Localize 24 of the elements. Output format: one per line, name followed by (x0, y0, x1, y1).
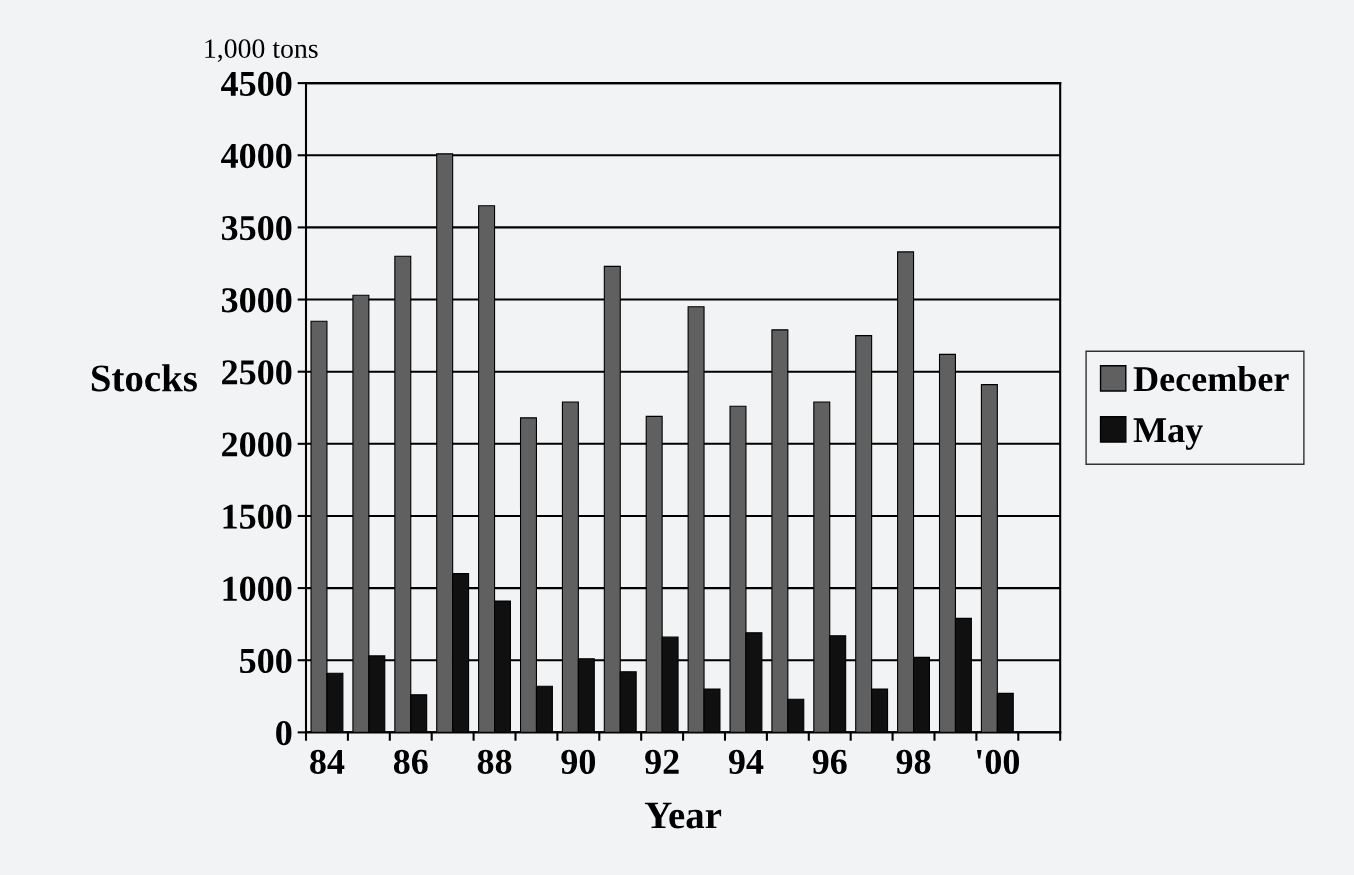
y-tick-label: 4500 (221, 71, 292, 97)
x-tick-label: 90 (561, 749, 596, 775)
legend-label: December (1133, 365, 1289, 392)
y-axis-title: Stocks (91, 364, 197, 392)
x-axis-title: Year (644, 802, 722, 829)
x-tick-label: 94 (728, 749, 764, 775)
x-tick-label: 98 (896, 749, 931, 775)
text: 1,000 tons (205, 39, 318, 62)
y-tick-label: 4000 (221, 143, 292, 169)
legend-label: May (1133, 418, 1203, 450)
x-tick-label: '00 (977, 749, 1020, 775)
y-tick-label: 0 (276, 720, 292, 746)
x-tick-label: 86 (393, 749, 428, 775)
y-tick-label: 1000 (223, 576, 292, 601)
x-tick-label: 96 (812, 749, 847, 775)
y-tick-label: 1500 (223, 504, 292, 529)
y-tick-label: 3500 (221, 215, 292, 241)
y-tick-label: 3000 (221, 288, 292, 313)
x-tick-label: 92 (645, 749, 679, 775)
x-tick-label: 88 (477, 749, 512, 775)
x-tick-label: 84 (310, 749, 345, 775)
y-tick-label: 500 (240, 648, 292, 674)
y-tick-label: 2000 (222, 432, 292, 457)
y-tick-label: 2500 (222, 360, 292, 385)
